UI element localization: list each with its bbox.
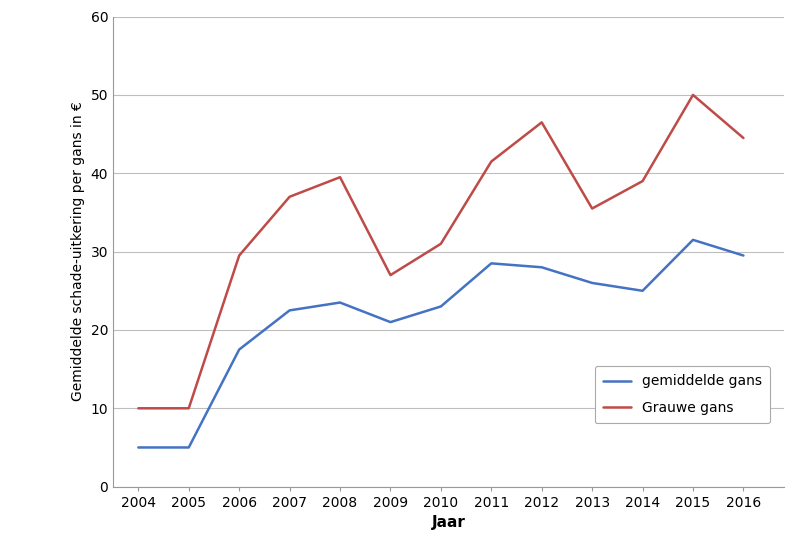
gemiddelde gans [638, 288, 647, 294]
Grauwe gans [486, 158, 496, 165]
Y-axis label: Gemiddelde schade-uitkering per gans in €: Gemiddelde schade-uitkering per gans in … [71, 102, 85, 401]
Grauwe gans [537, 119, 546, 126]
Legend: gemiddelde gans, Grauwe gans: gemiddelde gans, Grauwe gans [595, 366, 770, 423]
Grauwe gans [335, 174, 345, 180]
gemiddelde gans [688, 237, 698, 243]
gemiddelde gans [184, 444, 194, 451]
gemiddelde gans [537, 264, 546, 270]
Grauwe gans [739, 135, 748, 142]
gemiddelde gans [436, 303, 446, 310]
gemiddelde gans [133, 444, 143, 451]
Grauwe gans [284, 194, 294, 200]
Grauwe gans [385, 272, 395, 279]
Grauwe gans [587, 205, 597, 212]
Grauwe gans [688, 92, 698, 98]
Grauwe gans [234, 252, 244, 259]
X-axis label: Jaar: Jaar [431, 515, 465, 530]
Grauwe gans [184, 405, 194, 411]
gemiddelde gans [739, 252, 748, 259]
gemiddelde gans [335, 299, 345, 306]
gemiddelde gans [284, 307, 294, 314]
Grauwe gans [436, 241, 446, 247]
Line: Grauwe gans: Grauwe gans [138, 95, 743, 408]
Grauwe gans [638, 178, 647, 185]
gemiddelde gans [587, 280, 597, 286]
gemiddelde gans [234, 346, 244, 353]
gemiddelde gans [385, 319, 395, 325]
Grauwe gans [133, 405, 143, 411]
gemiddelde gans [486, 260, 496, 267]
Line: gemiddelde gans: gemiddelde gans [138, 240, 743, 447]
